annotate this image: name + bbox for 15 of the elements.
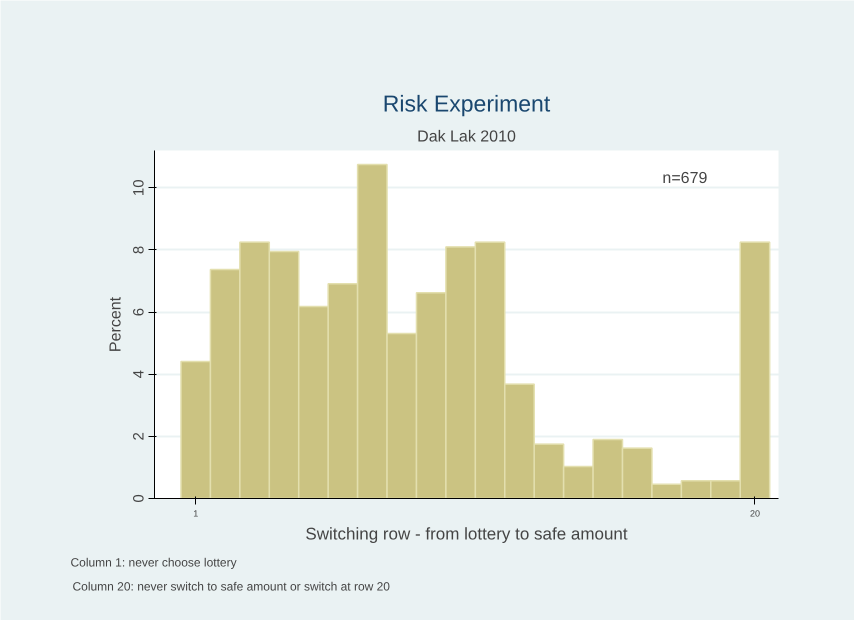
text: Column 20: never switch to safe amount or switch at row 20 xyxy=(72,580,390,594)
chart-subtitle: Dak Lak 2010 xyxy=(417,128,516,146)
text: Column 1: never choose lottery xyxy=(70,556,237,570)
x-tick-label: 1 xyxy=(193,508,198,518)
y-axis-title: Percent xyxy=(108,296,124,352)
y-tick-label: 4 xyxy=(130,370,148,378)
y-tick-label: 2 xyxy=(130,432,148,441)
y-tick-label: 8 xyxy=(130,246,148,254)
x-axis-title: Switching row - from lottery to safe amount xyxy=(305,524,628,544)
x-tick-label: 20 xyxy=(750,508,760,518)
y-tick-label: 6 xyxy=(130,308,148,316)
annotation: n=679 xyxy=(662,170,708,187)
chart-title: Risk Experiment xyxy=(382,90,551,116)
y-tick-label: 0 xyxy=(130,494,148,503)
y-tick-label: 10 xyxy=(130,179,148,196)
